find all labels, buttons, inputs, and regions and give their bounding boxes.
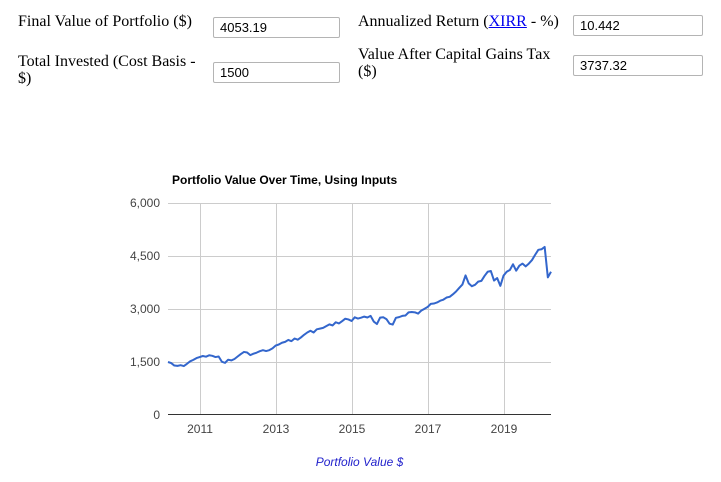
x-axis-tick-2017: 2017 (414, 422, 442, 436)
final-value-input[interactable] (213, 17, 340, 38)
y-axis-tick-6000: 6,000 (130, 196, 161, 210)
after-tax-value-input[interactable] (573, 55, 703, 76)
chart-title: Portfolio Value Over Time, Using Inputs (172, 173, 398, 187)
portfolio-value-chart: Portfolio Value Over Time, Using Inputs … (130, 165, 570, 477)
x-axis-tick-2013: 2013 (262, 422, 290, 436)
annualized-return-label: Annualized Return (XIRR - %) (358, 13, 570, 30)
xirr-link[interactable]: XIRR (488, 13, 527, 30)
x-axis-tick-2015: 2015 (338, 422, 366, 436)
x-axis-tick-2011: 2011 (187, 422, 213, 436)
annualized-return-label-suffix: - %) (526, 13, 559, 30)
chart-plot-area (167, 203, 552, 415)
total-invested-label: Total Invested (Cost Basis - $) (18, 53, 196, 87)
y-axis-tick-0: 0 (153, 408, 160, 422)
chart-gridlines (168, 203, 551, 415)
portfolio-value-line-series (167, 245, 552, 368)
final-value-label: Final Value of Portfolio ($) (18, 13, 192, 30)
annualized-return-label-prefix: Annualized Return ( (358, 13, 489, 30)
x-axis-tick-2019: 2019 (490, 422, 518, 436)
y-axis-tick-3000: 3,000 (130, 302, 161, 316)
total-invested-input[interactable] (213, 62, 340, 83)
after-tax-value-label: Value After Capital Gains Tax ($) (358, 46, 551, 80)
chart-legend-label: Portfolio Value $ (315, 455, 404, 469)
annualized-return-input[interactable] (573, 15, 703, 36)
y-axis-tick-4500: 4,500 (130, 249, 161, 263)
y-axis-tick-1500: 1,500 (130, 355, 161, 369)
